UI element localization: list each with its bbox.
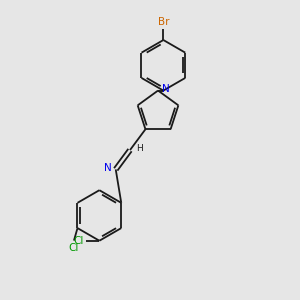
Text: Cl: Cl	[74, 236, 84, 246]
Text: H: H	[136, 144, 143, 153]
Text: N: N	[104, 163, 112, 173]
Text: N: N	[162, 84, 169, 94]
Text: Br: Br	[158, 17, 169, 27]
Text: Cl: Cl	[69, 243, 79, 253]
